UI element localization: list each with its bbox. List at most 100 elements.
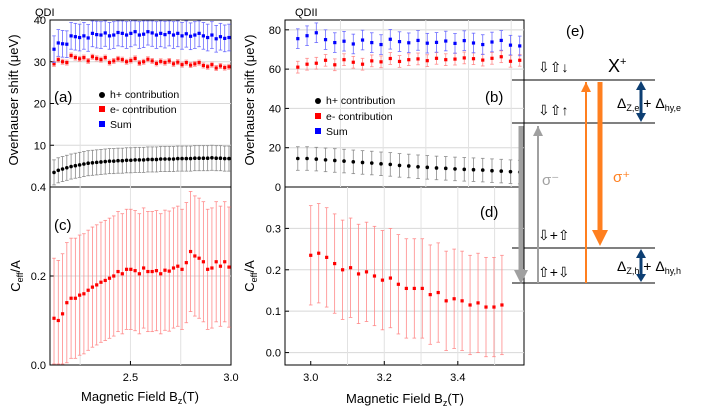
- point-(a)-1: [210, 63, 214, 67]
- point-(a)-1: [167, 59, 171, 63]
- point-(d)-0: [404, 286, 408, 291]
- sigma-plus-label: σ⁺: [613, 169, 630, 186]
- splitting-label-bottom: ΔZ,h + Δhy,h: [617, 258, 681, 276]
- point-(b)-1: [425, 59, 429, 63]
- point-(a)-0: [180, 156, 184, 161]
- point-(b)-0: [508, 169, 513, 174]
- ytick-label-(c): 0.4: [31, 182, 46, 194]
- point-(c)-0: [103, 278, 107, 283]
- ytick-label-(a): 10: [34, 140, 46, 152]
- ytick-label-(d): 0.0: [266, 348, 281, 360]
- point-(b)-1: [370, 59, 374, 63]
- point-(b)-2: [360, 38, 365, 42]
- point-(a)-1: [171, 62, 176, 66]
- point-(b)-0: [499, 169, 504, 173]
- panel-d-label: (d): [480, 204, 498, 221]
- point-(c)-0: [52, 316, 56, 320]
- point-(a)-1: [112, 59, 116, 63]
- legend-b-marker-electron: [315, 113, 321, 119]
- level-2-spins: ⇩⇧↑: [538, 102, 568, 118]
- splitting-arrow-top-head-down: [636, 113, 646, 122]
- point-(a)-2: [129, 31, 133, 35]
- point-(a)-1: [82, 55, 86, 60]
- point-(b)-2: [462, 39, 466, 43]
- point-(b)-0: [443, 166, 448, 171]
- ytick-label-(a): 30: [34, 57, 46, 69]
- point-(a)-0: [94, 160, 99, 165]
- point-(b)-1: [490, 56, 494, 60]
- legend-b-sum-text: Sum: [326, 126, 348, 138]
- point-(a)-0: [111, 159, 116, 163]
- legend-a-sum-text: Sum: [110, 119, 132, 131]
- point-(a)-1: [154, 61, 159, 66]
- point-(a)-0: [210, 155, 214, 160]
- point-(a)-0: [214, 156, 218, 160]
- point-(a)-0: [56, 168, 61, 173]
- ytick-label-(b): 60: [269, 64, 281, 76]
- point-(d)-0: [444, 299, 448, 303]
- point-(a)-0: [150, 157, 154, 162]
- point-(c)-0: [206, 267, 210, 271]
- point-(a)-1: [129, 58, 133, 63]
- ylabel-top-left: Overhauser shift (μeV): [6, 34, 21, 165]
- point-(a)-2: [176, 31, 180, 35]
- point-(b)-0: [388, 162, 393, 167]
- point-(c)-0: [154, 269, 159, 273]
- sigma-minus-label: σ⁻: [542, 172, 559, 189]
- point-(a)-0: [86, 161, 90, 166]
- point-(a)-2: [86, 36, 90, 40]
- state-label: X+: [608, 56, 626, 76]
- plot-frames: [49, 19, 525, 366]
- point-(b)-2: [490, 40, 494, 44]
- point-(a)-0: [60, 167, 65, 171]
- point-(b)-0: [314, 157, 319, 161]
- point-(b)-1: [314, 61, 318, 65]
- ytick-label-(b): 80: [269, 25, 281, 37]
- point-(a)-2: [99, 33, 103, 37]
- sigma-plus-arrow-2-head: [581, 82, 591, 92]
- point-(a)-2: [112, 33, 116, 37]
- ylabel-bottom-right: Ceff/A: [242, 260, 259, 292]
- point-(c)-0: [167, 269, 171, 273]
- point-(a)-2: [95, 33, 99, 37]
- point-(a)-0: [129, 158, 133, 163]
- point-(b)-0: [397, 163, 402, 168]
- point-(b)-2: [379, 42, 383, 47]
- point-(c)-0: [227, 265, 231, 269]
- point-(a)-1: [86, 59, 90, 63]
- point-(a)-0: [107, 159, 112, 163]
- ytick-label-(a): 40: [34, 15, 46, 27]
- point-(a)-1: [206, 65, 210, 69]
- point-(c)-0: [86, 288, 90, 292]
- point-(a)-2: [163, 33, 167, 37]
- point-(c)-0: [60, 312, 65, 316]
- point-(a)-1: [201, 63, 205, 68]
- point-(a)-1: [78, 57, 82, 61]
- point-(b)-2: [499, 38, 503, 43]
- point-(d)-0: [309, 253, 313, 257]
- point-(a)-2: [82, 34, 86, 38]
- point-(a)-1: [69, 53, 73, 58]
- point-(a)-2: [60, 42, 65, 46]
- legend-b-hole: h+ contribution: [326, 95, 395, 107]
- point-(d)-0: [317, 251, 321, 255]
- ylabel-top-right: Overhauser shift (μeV): [242, 34, 257, 165]
- point-(a)-0: [171, 157, 176, 161]
- point-(d)-0: [396, 282, 400, 286]
- legend-a-electron-text: e- contribution: [110, 104, 177, 116]
- point-(c)-0: [56, 318, 60, 323]
- point-(c)-0: [120, 272, 124, 276]
- point-(a)-2: [137, 33, 141, 37]
- point-(a)-2: [201, 34, 205, 38]
- point-(a)-1: [133, 56, 137, 61]
- point-(a)-1: [99, 58, 103, 62]
- xtick-label-(c): 2.5: [123, 372, 138, 384]
- point-(b)-1: [333, 63, 337, 67]
- point-(b)-1: [342, 58, 346, 62]
- point-(a)-2: [167, 30, 171, 35]
- sigma-minus-arrow-1-head: [514, 270, 528, 284]
- point-(a)-0: [82, 162, 86, 166]
- point-(d)-0: [333, 261, 337, 266]
